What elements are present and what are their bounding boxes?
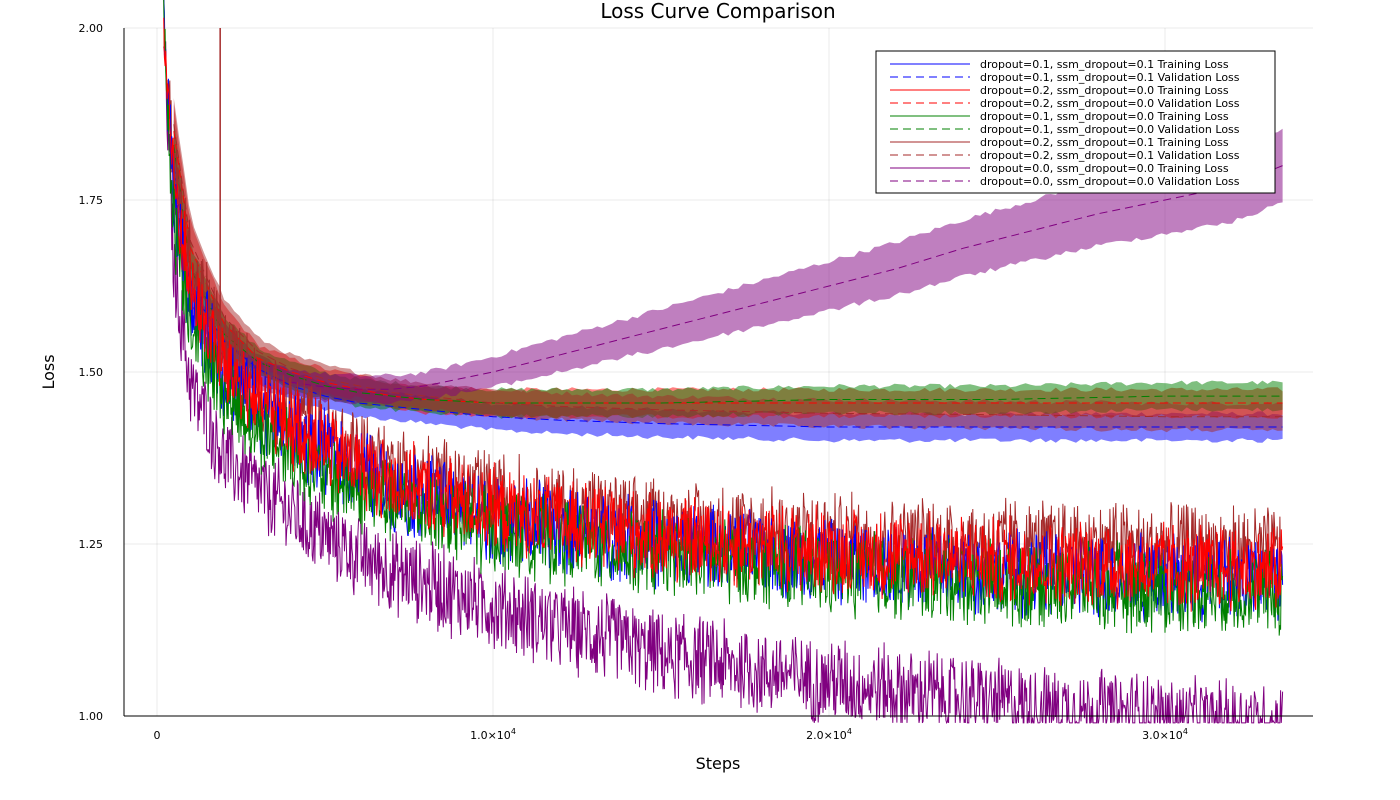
validation-line	[173, 131, 1283, 404]
x-tick-label: 1.0×104	[470, 727, 516, 742]
legend-label: dropout=0.2, ssm_dropout=0.0 Validation …	[980, 97, 1240, 110]
chart-title: Loss Curve Comparison	[600, 0, 835, 23]
legend-label: dropout=0.2, ssm_dropout=0.1 Training Lo…	[980, 136, 1229, 149]
y-tick-label: 1.00	[79, 710, 104, 723]
training-line	[163, 17, 1284, 612]
validation-line	[173, 165, 1283, 390]
legend-label: dropout=0.2, ssm_dropout=0.0 Training Lo…	[980, 84, 1229, 97]
x-tick-exponent: 4	[1183, 727, 1188, 736]
y-tick-label: 1.75	[79, 194, 104, 207]
legend-label: dropout=0.2, ssm_dropout=0.1 Validation …	[980, 149, 1240, 162]
legend-label: dropout=0.0, ssm_dropout=0.0 Validation …	[980, 175, 1240, 188]
x-tick-exponent: 4	[847, 727, 852, 736]
series-lines	[163, 0, 1284, 724]
legend-label: dropout=0.0, ssm_dropout=0.0 Training Lo…	[980, 162, 1229, 175]
legend: dropout=0.1, ssm_dropout=0.1 Training Lo…	[875, 50, 1276, 194]
y-tick-label: 2.00	[79, 22, 104, 35]
x-tick-label: 2.0×104	[806, 727, 852, 742]
validation-band	[173, 119, 1283, 419]
x-tick-label: 0	[154, 729, 161, 742]
y-tick-label: 1.25	[79, 538, 104, 551]
validation-bands	[173, 98, 1283, 443]
legend-box	[875, 50, 1276, 194]
training-line	[163, 0, 1284, 724]
ticks: 1.00 1.25 1.50 1.75 2.00 0 1.0×104 2.0×104 3.0×1…	[79, 22, 1188, 742]
y-axis-label: Loss	[39, 354, 58, 389]
legend-label: dropout=0.1, ssm_dropout=0.0 Training Lo…	[980, 110, 1229, 123]
y-tick-label: 1.50	[79, 366, 104, 379]
legend-label: dropout=0.1, ssm_dropout=0.1 Training Lo…	[980, 58, 1229, 71]
validation-band	[173, 128, 1283, 405]
validation-line	[173, 144, 1283, 404]
legend-label: dropout=0.1, ssm_dropout=0.1 Validation …	[980, 71, 1240, 84]
x-axis-label: Steps	[696, 754, 741, 773]
x-tick-exponent: 4	[511, 727, 516, 736]
legend-label: dropout=0.1, ssm_dropout=0.0 Validation …	[980, 123, 1240, 136]
validation-line	[173, 124, 1283, 418]
axes	[123, 28, 1313, 717]
x-tick-label: 3.0×104	[1142, 727, 1188, 742]
